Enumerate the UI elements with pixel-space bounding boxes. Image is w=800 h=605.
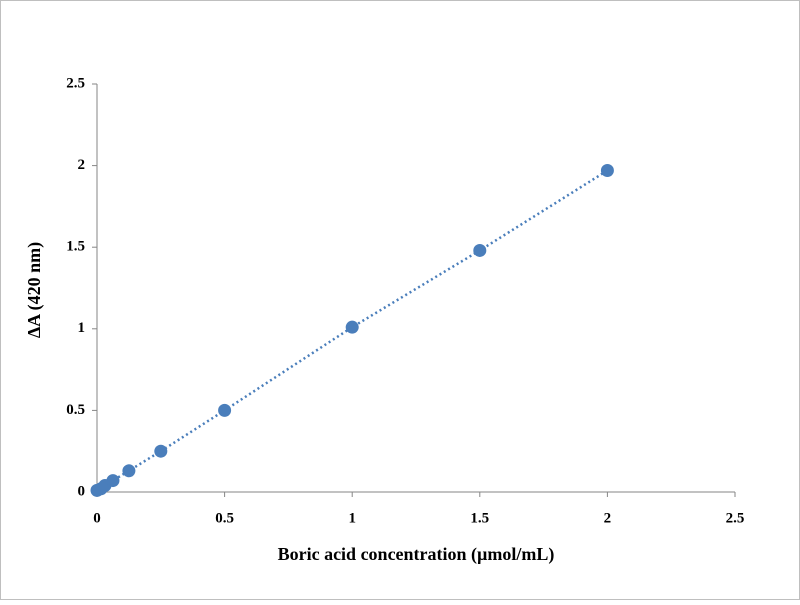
x-tick-label: 2: [604, 510, 612, 526]
y-tick-label: 1: [78, 320, 86, 336]
y-tick-label: 1.5: [66, 239, 85, 255]
data-point: [154, 444, 168, 458]
data-point: [122, 464, 136, 478]
x-axis-title: Boric acid concentration (µmol/mL): [278, 544, 555, 565]
y-tick-label: 2: [78, 157, 86, 173]
x-tick-label: 0.5: [215, 510, 234, 526]
y-axis-title: ΔA (420 nm): [24, 242, 45, 338]
x-tick-label: 2.5: [726, 510, 745, 526]
x-tick-label: 1: [348, 510, 356, 526]
data-point: [600, 163, 614, 177]
y-tick-label: 2.5: [66, 75, 85, 91]
data-point: [218, 403, 232, 417]
data-point: [345, 320, 359, 334]
y-tick-label: 0.5: [66, 402, 85, 418]
x-tick-label: 1.5: [470, 510, 489, 526]
x-tick-label: 0: [93, 510, 101, 526]
data-point: [106, 474, 120, 488]
data-point: [473, 243, 487, 257]
y-tick-label: 0: [78, 483, 86, 499]
